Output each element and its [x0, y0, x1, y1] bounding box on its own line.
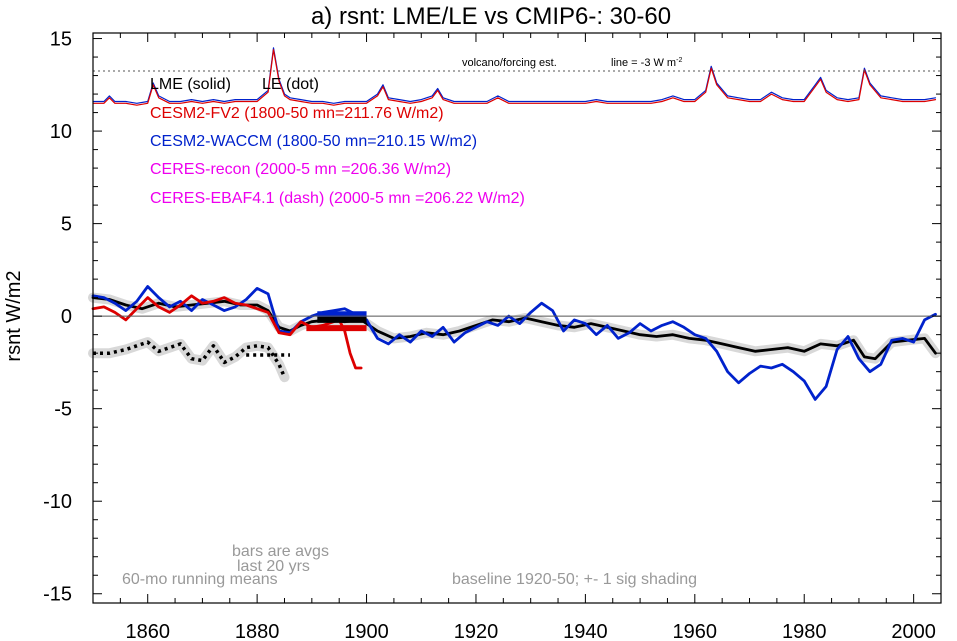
x-tick-label: 1980 — [782, 621, 827, 641]
bars-layer — [246, 311, 367, 357]
series-layer — [91, 47, 937, 401]
legend-header-solid: LME (solid) — [150, 76, 231, 93]
x-tick-label: 1960 — [673, 621, 718, 641]
legend-entry-cesm2-fv2: CESM2-FV2 (1800-50 mn=211.76 W/m2) — [150, 105, 444, 122]
series-top-panel-blue — [92, 47, 937, 104]
y-tick-label: 10 — [50, 121, 72, 143]
annotation-baseline: baseline 1920-50; +- 1 sig shading — [452, 571, 697, 588]
y-tick-label: 0 — [61, 306, 72, 328]
y-tick-label: -10 — [43, 491, 72, 513]
x-tick-label: 1880 — [235, 621, 280, 641]
y-tick-label: -5 — [54, 399, 72, 421]
legend: LME (solid) LE (dot) CESM2-FV2 (1800-50 … — [150, 76, 525, 207]
axes-layer: 1860 1880 1900 1920 1940 1960 1980 2000 15 10 5 0 -5… — [43, 29, 942, 641]
annotation-line-note: line = -3 W m-2 — [611, 57, 682, 69]
annotation-volcano: volcano/forcing est. — [462, 57, 557, 69]
x-tick-label: 1900 — [344, 621, 389, 641]
annotation-bars-note-1: bars are avgs — [232, 543, 329, 560]
annotation-bars-note-2: last 20 yrs — [237, 558, 310, 575]
x-tick-label: 2000 — [891, 621, 936, 641]
plot-frame — [92, 32, 942, 604]
legend-entry-cesm2-waccm: CESM2-WACCM (1800-50 mn=210.15 W/m2) — [150, 133, 477, 150]
x-tick-label: 1860 — [125, 621, 170, 641]
series-top-panel-red — [92, 49, 937, 106]
chart-title: a) rsnt: LME/LE vs CMIP6-: 30-60 — [311, 3, 671, 30]
legend-entry-ceres-recon: CERES-recon (2000-5 mn =206.36 W/m2) — [150, 161, 451, 178]
legend-header-dot: LE (dot) — [262, 76, 319, 93]
x-tick-label: 1940 — [563, 621, 608, 641]
x-tick-label: 1920 — [454, 621, 499, 641]
series-large-ensemble — [93, 340, 287, 378]
y-tick-label: 15 — [50, 29, 72, 51]
y-tick-label: -15 — [43, 584, 72, 606]
legend-entry-ceres-ebaf: CERES-EBAF4.1 (dash) (2000-5 mn =206.22 … — [150, 190, 525, 207]
y-axis-label: rsnt W/m2 — [3, 270, 25, 361]
series-cesm2-waccm — [91, 285, 937, 401]
y-tick-label: 5 — [61, 214, 72, 236]
annotation-running-mean: 60-mo running means — [122, 571, 278, 588]
